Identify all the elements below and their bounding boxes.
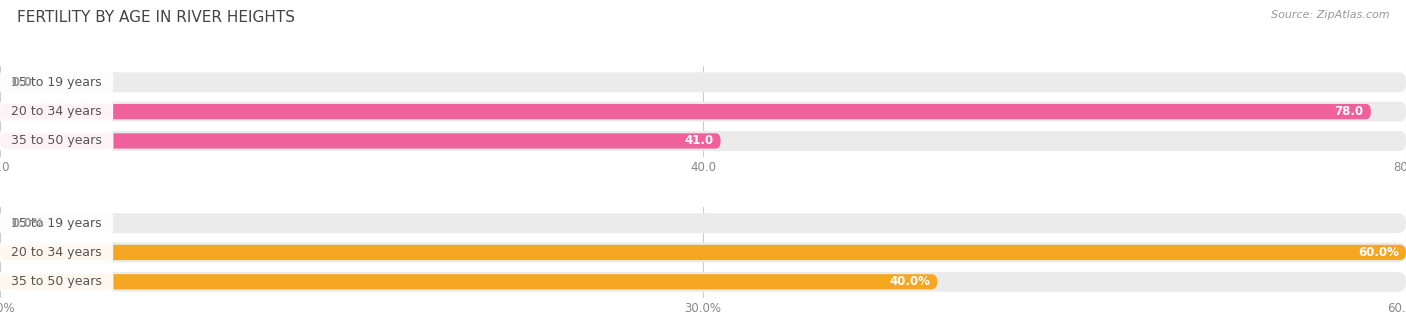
- Text: 40.0%: 40.0%: [890, 275, 931, 288]
- Text: Source: ZipAtlas.com: Source: ZipAtlas.com: [1271, 10, 1389, 20]
- FancyBboxPatch shape: [0, 274, 938, 289]
- Text: 78.0: 78.0: [1334, 105, 1364, 118]
- FancyBboxPatch shape: [0, 131, 1406, 151]
- Text: 20 to 34 years: 20 to 34 years: [3, 246, 110, 259]
- Text: 15 to 19 years: 15 to 19 years: [3, 76, 110, 89]
- FancyBboxPatch shape: [0, 245, 1406, 260]
- Text: 0.0%: 0.0%: [11, 217, 44, 230]
- FancyBboxPatch shape: [0, 272, 1406, 292]
- Text: 41.0: 41.0: [685, 134, 713, 147]
- FancyBboxPatch shape: [0, 72, 1406, 92]
- FancyBboxPatch shape: [0, 102, 1406, 121]
- FancyBboxPatch shape: [0, 133, 720, 149]
- Text: 35 to 50 years: 35 to 50 years: [3, 134, 110, 147]
- Text: FERTILITY BY AGE IN RIVER HEIGHTS: FERTILITY BY AGE IN RIVER HEIGHTS: [17, 10, 295, 25]
- FancyBboxPatch shape: [0, 213, 1406, 233]
- Text: 60.0%: 60.0%: [1358, 246, 1399, 259]
- Text: 20 to 34 years: 20 to 34 years: [3, 105, 110, 118]
- FancyBboxPatch shape: [0, 243, 1406, 262]
- FancyBboxPatch shape: [0, 104, 1371, 119]
- Text: 15 to 19 years: 15 to 19 years: [3, 217, 110, 230]
- Text: 35 to 50 years: 35 to 50 years: [3, 275, 110, 288]
- Text: 0.0: 0.0: [11, 76, 32, 89]
